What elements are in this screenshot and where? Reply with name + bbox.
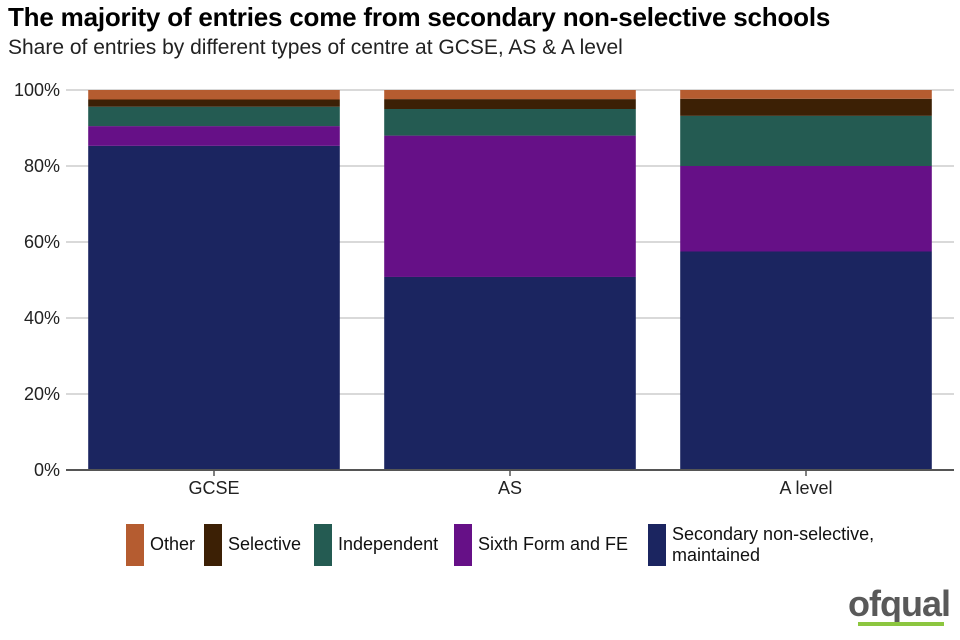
legend-label: Sixth Form and FE — [478, 534, 629, 554]
x-tick-label: A level — [779, 478, 832, 498]
legend-swatch — [126, 524, 144, 566]
bar-segment — [88, 145, 340, 471]
logo-underline — [858, 622, 944, 626]
bar-segment — [680, 251, 932, 470]
legend-label: Independent — [338, 534, 439, 554]
bar-segment — [680, 98, 932, 116]
y-tick-label: 80% — [24, 156, 60, 176]
chart-legend: Other Selective Independent Sixth Form and … — [0, 520, 960, 580]
y-tick-label: 100% — [14, 80, 60, 100]
bars — [88, 90, 932, 471]
legend-label: Other — [150, 534, 196, 554]
y-axis-ticks: 0% 20% 40% 60% 80% 100% — [14, 80, 60, 480]
bar-segment — [88, 106, 340, 127]
x-tick-label: GCSE — [188, 478, 239, 498]
y-tick-label: 40% — [24, 308, 60, 328]
legend-swatch — [454, 524, 472, 566]
x-tick-label: AS — [498, 478, 522, 498]
bar-segment — [384, 99, 636, 109]
bar-segment — [384, 276, 636, 470]
y-tick-label: 60% — [24, 232, 60, 252]
legend-swatch — [648, 524, 666, 566]
legend-label: Selective — [228, 534, 302, 554]
bar-segment — [680, 90, 932, 99]
bar-segment — [384, 90, 636, 100]
bar-segment — [680, 115, 932, 166]
bar-segment — [88, 90, 340, 100]
bar-segment — [680, 166, 932, 252]
x-axis-ticks: GCSE AS A level — [188, 470, 833, 498]
ofqual-logo: ofqual — [848, 583, 951, 624]
chart-subtitle: Share of entries by different types of c… — [8, 36, 623, 59]
bar-segment — [88, 126, 340, 146]
legend-swatch — [314, 524, 332, 566]
chart-title: The majority of entries come from second… — [8, 2, 831, 32]
legend-label: Secondary non-selective, maintained — [672, 524, 875, 565]
legend-swatch — [204, 524, 222, 566]
bar-segment — [384, 109, 636, 136]
y-tick-label: 0% — [34, 460, 60, 480]
bar-segment — [384, 135, 636, 277]
y-tick-label: 20% — [24, 384, 60, 404]
bar-segment — [88, 99, 340, 107]
